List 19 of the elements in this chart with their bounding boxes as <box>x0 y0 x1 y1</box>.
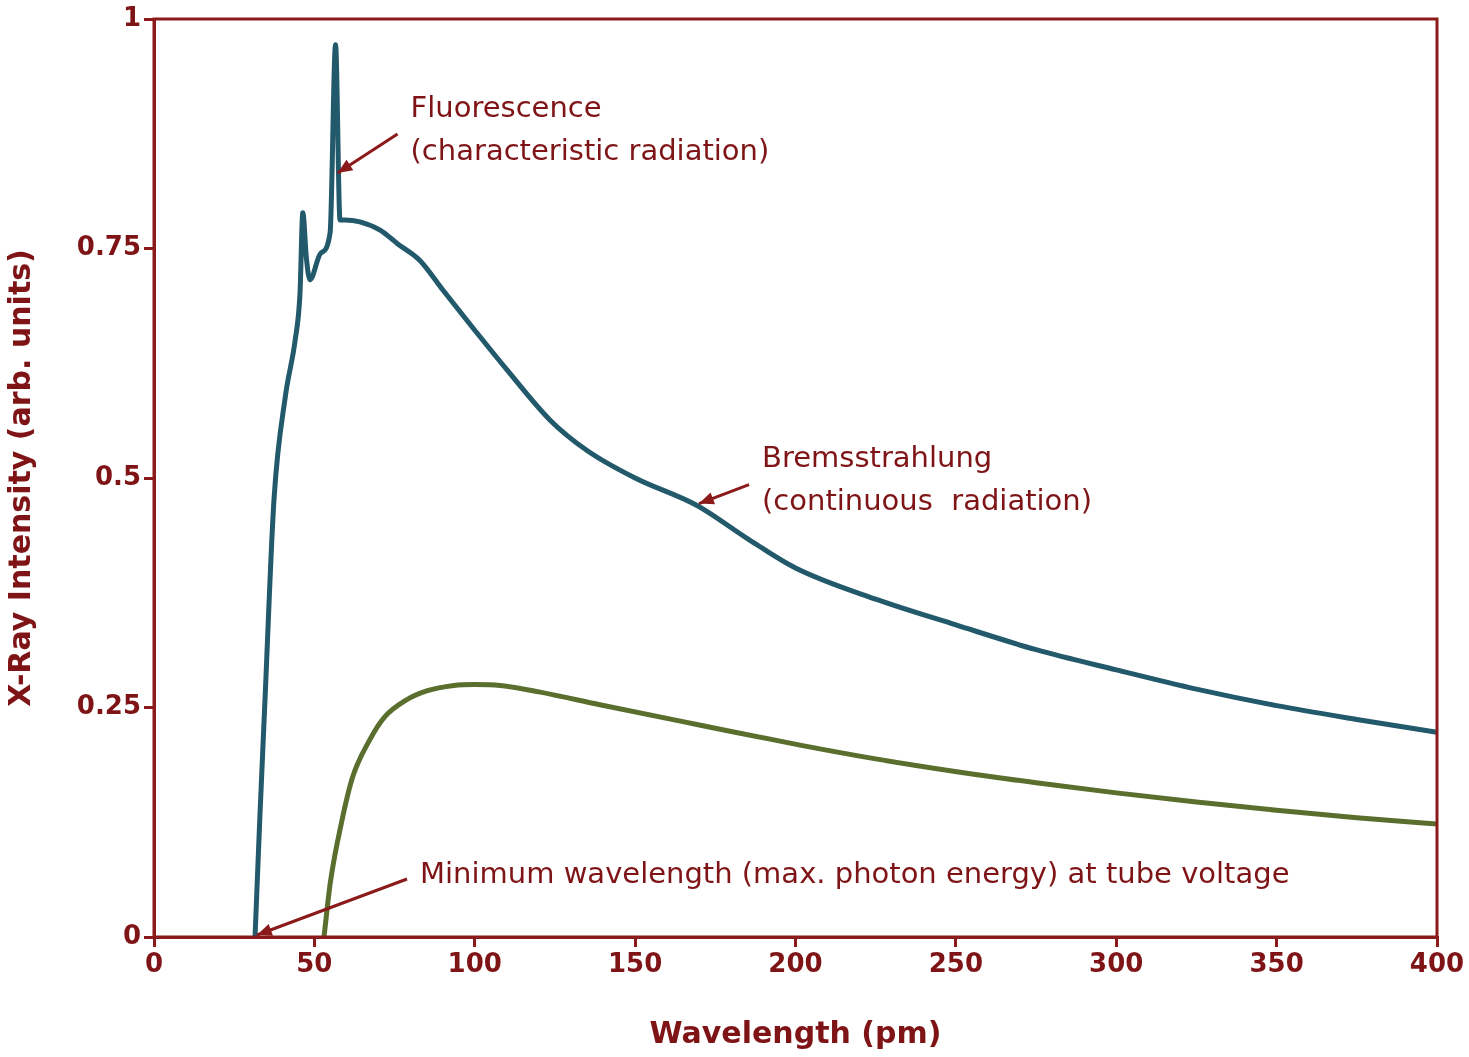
annotation: Minimum wavelength (max. photon energy) at tube voltage <box>420 855 1290 890</box>
x-tick-label: 200 <box>768 948 823 979</box>
y-tick-label: 0 <box>122 919 141 950</box>
x-axis-title: Wavelength (pm) <box>649 1014 942 1050</box>
annotation: Fluorescence (characteristic radiation) <box>410 89 770 167</box>
x-tick-label: 400 <box>1409 948 1465 979</box>
x-tick-label: 100 <box>447 948 502 979</box>
y-tick-label: 0.75 <box>76 231 141 262</box>
x-tick-label: 50 <box>296 948 333 979</box>
y-tick-label: 0.25 <box>76 690 141 721</box>
annotation: Bremsstrahlung (continuous radiation) <box>762 440 1093 518</box>
y-tick-label: 1 <box>122 1 141 32</box>
x-tick-label: 350 <box>1249 948 1304 979</box>
x-tick-label: 250 <box>928 948 984 979</box>
x-tick-label: 0 <box>144 948 164 979</box>
y-axis-title: X-Ray Intensity (arb. units) <box>1 249 37 707</box>
y-tick-label: 0.5 <box>94 460 141 491</box>
x-tick-label: 150 <box>607 948 663 979</box>
x-tick-label: 300 <box>1089 948 1144 979</box>
